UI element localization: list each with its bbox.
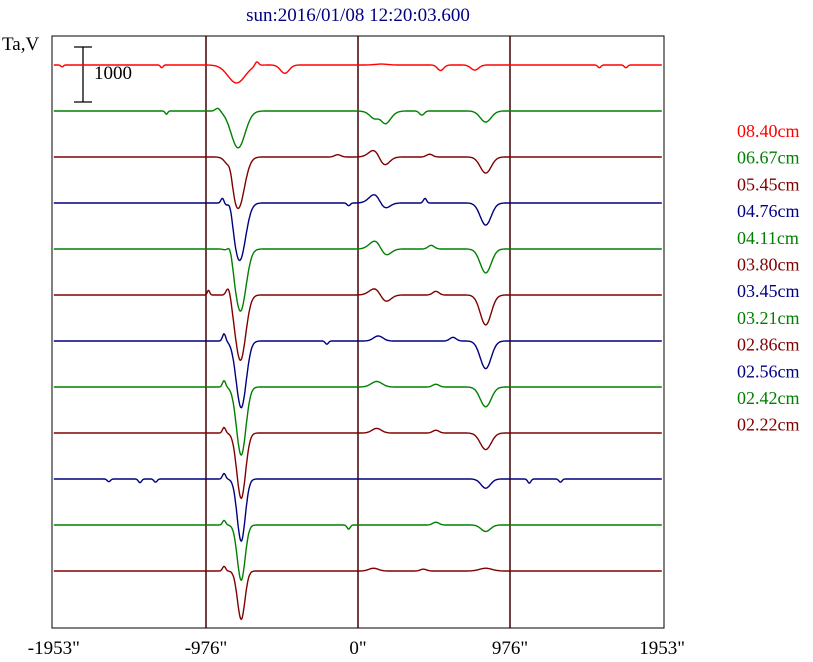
x-tick-label-1: -976" (185, 638, 228, 659)
x-tick-label-2: 0" (349, 638, 366, 659)
legend-label-05.45cm: 05.45cm (737, 174, 800, 194)
legend-label-04.11cm: 04.11cm (737, 228, 799, 248)
x-tick-label-0: -1953" (28, 638, 80, 659)
scale-bar-label: 1000 (94, 63, 132, 84)
legend-label-06.67cm: 06.67cm (737, 148, 800, 168)
series-line-04.76cm (53, 194, 662, 262)
legend-label-03.21cm: 03.21cm (737, 308, 800, 328)
legend-label-03.80cm: 03.80cm (737, 255, 800, 275)
series-line-03.80cm (53, 288, 662, 361)
legend-label-04.76cm: 04.76cm (737, 201, 800, 221)
series-line-05.45cm (53, 149, 662, 210)
series-line-02.56cm (53, 472, 662, 543)
series-line-04.11cm (53, 240, 662, 312)
series-line-03.45cm (53, 332, 662, 409)
series-line-06.67cm (53, 107, 662, 149)
series-line-02.86cm (53, 426, 662, 500)
series-line-02.42cm (53, 519, 662, 582)
legend-label-02.56cm: 02.56cm (737, 361, 800, 381)
amplitude-scale-bar: 1000 (74, 46, 132, 103)
x-tick-label-4: 1953" (639, 638, 685, 659)
legend-label-02.42cm: 02.42cm (737, 388, 800, 408)
chart-title: sun:2016/01/08 12:20:03.600 (246, 5, 470, 26)
x-tick-label-3: 976" (492, 638, 528, 659)
series-line-02.22cm (53, 565, 662, 621)
legend-label-02.86cm: 02.86cm (737, 335, 800, 355)
legend-label-08.40cm: 08.40cm (737, 121, 800, 141)
series-line-08.40cm (53, 61, 662, 84)
legend-label-03.45cm: 03.45cm (737, 281, 800, 301)
legend-label-02.22cm: 02.22cm (737, 415, 800, 435)
y-axis-label: Ta,V (2, 34, 39, 55)
series-line-03.21cm (53, 379, 662, 456)
